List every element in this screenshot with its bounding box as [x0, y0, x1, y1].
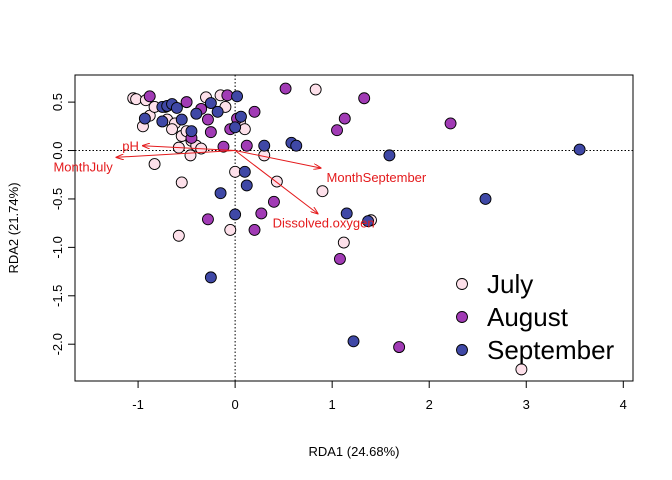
july-point	[309, 83, 322, 96]
august-point	[338, 112, 351, 125]
september-point	[383, 149, 396, 162]
y-axis: -2.0 -1.5 -1.0 -0.5 0.0 0.5	[50, 93, 76, 355]
september-point	[170, 101, 183, 114]
september-point	[240, 179, 253, 192]
september-point	[214, 187, 227, 200]
august-point	[279, 82, 292, 95]
x-axis-title: RDA1 (24.68%)	[308, 444, 399, 459]
y-tick-label: -1.0	[50, 236, 65, 258]
september-point	[231, 90, 244, 103]
september-point	[573, 143, 586, 156]
august-point	[143, 90, 156, 103]
september-point	[185, 125, 198, 138]
july-point	[175, 176, 188, 189]
dissolved-oxygen-arrow	[234, 150, 317, 214]
september-point	[229, 208, 242, 221]
legend-label-august: August	[487, 302, 569, 332]
july-point	[224, 223, 237, 236]
september-point	[229, 121, 242, 134]
august-point	[204, 126, 217, 139]
august-point	[180, 96, 193, 109]
september-point	[234, 110, 247, 123]
dissolved-oxygen-label: Dissolved.oxygen	[273, 215, 375, 230]
august-point	[240, 139, 253, 152]
august-point	[248, 223, 261, 236]
x-tick-label: 0	[232, 397, 239, 412]
x-tick-label: 1	[329, 397, 336, 412]
september-point	[258, 139, 271, 152]
september-point	[340, 207, 353, 220]
monthseptember-label: MonthSeptember	[327, 170, 427, 185]
august-point	[358, 92, 371, 105]
monthjuly-label: MonthJuly	[53, 159, 113, 174]
legend-marker-august	[456, 311, 468, 323]
y-axis-title: RDA2 (21.74%)	[6, 182, 21, 273]
august-point	[333, 253, 346, 265]
y-tick-label: -2.0	[50, 333, 65, 355]
july-point	[316, 185, 329, 198]
september-point	[238, 165, 251, 178]
monthjuly-arrow	[117, 150, 236, 158]
july-point	[172, 229, 185, 242]
legend-marker-september	[456, 344, 468, 356]
environment-arrows: pH MonthJuly MonthSeptember Dissolved.oxyge…	[53, 139, 426, 231]
july-point	[515, 363, 528, 376]
september-point	[290, 139, 303, 152]
september-point	[190, 107, 203, 120]
august-point	[444, 117, 457, 130]
september-point	[362, 215, 375, 228]
september-point	[204, 271, 217, 284]
july-point	[166, 123, 178, 136]
data-points	[127, 82, 586, 376]
monthseptember-arrow	[235, 150, 320, 168]
august-point	[248, 105, 261, 118]
july-point	[238, 123, 251, 136]
legend-marker-july	[456, 278, 468, 290]
x-axis: -1 0 1 2 3 4	[132, 380, 627, 412]
y-tick-label: -0.5	[50, 188, 65, 210]
x-tick-label: 3	[523, 397, 530, 412]
y-tick-label: -1.5	[50, 285, 65, 307]
legend-label-july: July	[487, 269, 533, 299]
july-point	[148, 158, 161, 171]
x-tick-label: 2	[426, 397, 433, 412]
august-point	[331, 124, 343, 137]
august-point	[393, 341, 406, 354]
legend-label-september: September	[487, 335, 615, 365]
september-point	[175, 113, 188, 126]
ph-label: pH	[122, 139, 139, 154]
september-point	[347, 335, 360, 348]
july-point	[184, 149, 197, 162]
ph-arrow	[143, 146, 236, 152]
september-point	[156, 115, 169, 128]
august-point	[201, 213, 214, 226]
august-point	[255, 207, 268, 220]
september-point	[479, 192, 492, 205]
september-point	[204, 97, 217, 110]
september-point	[211, 105, 224, 118]
y-tick-label: 0.0	[50, 141, 65, 159]
august-point	[267, 195, 280, 208]
x-tick-label: 4	[620, 397, 627, 412]
august-point	[201, 113, 214, 126]
x-tick-label: -1	[132, 397, 144, 412]
y-tick-label: 0.5	[50, 93, 65, 111]
july-point	[337, 236, 350, 249]
september-point	[138, 112, 151, 125]
